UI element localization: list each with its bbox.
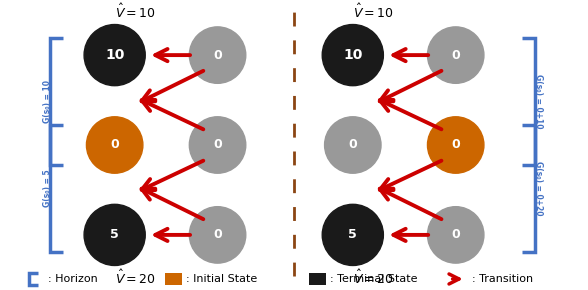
Ellipse shape — [322, 25, 383, 86]
Ellipse shape — [427, 207, 484, 263]
Text: 0: 0 — [452, 49, 460, 61]
Ellipse shape — [427, 117, 484, 173]
Text: : Horizon: : Horizon — [48, 274, 98, 284]
Text: G(s₀) = 10: G(s₀) = 10 — [42, 80, 52, 123]
Text: : Transition: : Transition — [472, 274, 533, 284]
Ellipse shape — [84, 25, 145, 86]
Ellipse shape — [189, 117, 246, 173]
Text: 0: 0 — [213, 49, 222, 61]
Text: 0: 0 — [349, 139, 357, 151]
Ellipse shape — [325, 117, 381, 173]
Ellipse shape — [84, 204, 145, 265]
Text: $\hat{V} = 10$: $\hat{V} = 10$ — [353, 3, 394, 21]
Text: 0: 0 — [452, 139, 460, 151]
Text: G(s₀) = 0+20: G(s₀) = 0+20 — [533, 161, 543, 216]
Text: 10: 10 — [343, 48, 362, 62]
Text: G(s₀) = 0+10: G(s₀) = 0+10 — [533, 74, 543, 129]
Text: 5: 5 — [111, 229, 119, 241]
Text: 10: 10 — [105, 48, 124, 62]
Bar — [165, 273, 182, 285]
Text: : Terminal State: : Terminal State — [330, 274, 418, 284]
Text: 0: 0 — [213, 229, 222, 241]
Text: 5: 5 — [349, 229, 357, 241]
Text: $\hat{V} = 10$: $\hat{V} = 10$ — [115, 3, 156, 21]
Text: 0: 0 — [213, 139, 222, 151]
Ellipse shape — [86, 117, 143, 173]
Ellipse shape — [322, 204, 383, 265]
Text: G(s₀) = 5: G(s₀) = 5 — [42, 170, 52, 207]
Ellipse shape — [427, 27, 484, 83]
Text: $\hat{V} = 20$: $\hat{V} = 20$ — [115, 269, 156, 287]
Text: 0: 0 — [111, 139, 119, 151]
Text: $\hat{V} = 20$: $\hat{V} = 20$ — [353, 269, 394, 287]
Bar — [309, 273, 326, 285]
Text: 0: 0 — [452, 229, 460, 241]
Text: : Initial State: : Initial State — [186, 274, 258, 284]
Ellipse shape — [189, 207, 246, 263]
Ellipse shape — [189, 27, 246, 83]
